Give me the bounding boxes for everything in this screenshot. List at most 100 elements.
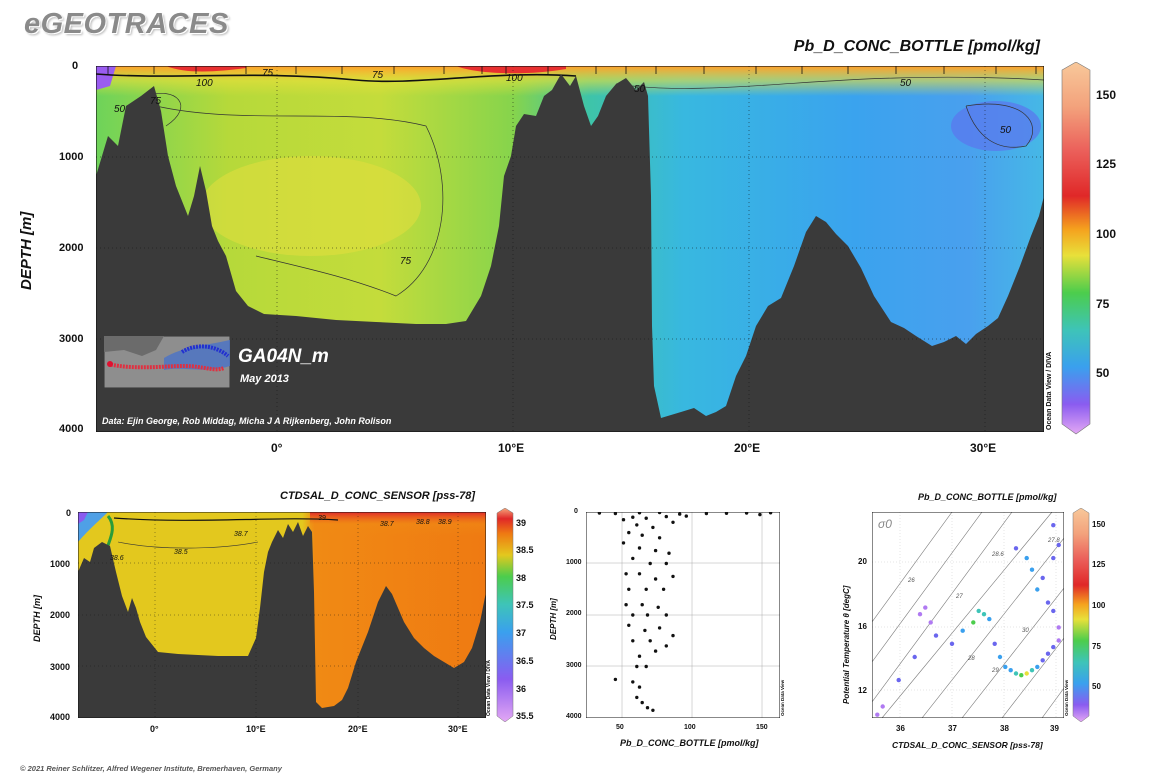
ts-grid (872, 512, 1064, 718)
ts-point (923, 605, 928, 610)
ts-density-label-6: 30 (1022, 628, 1029, 634)
ts-point (971, 620, 976, 625)
main-surface-max-central (456, 66, 566, 74)
main-xtick-20e: 20°E (734, 441, 761, 455)
ts-xtick-37: 37 (948, 724, 957, 733)
sal-contour-38-7 (113, 517, 339, 521)
scatter-point (653, 649, 658, 653)
sal-low-west-min (78, 512, 88, 524)
scatter-point (621, 541, 626, 545)
ts-point (949, 641, 955, 646)
sal-xtick-20e: 20°E (348, 724, 368, 734)
scatter-ytick-3000: 3000 (566, 662, 582, 669)
scatter-point (637, 685, 642, 689)
scatter-point (667, 551, 671, 555)
main-cbar-125: 125 (1096, 157, 1117, 171)
sal-contour-label-5: 38.7 (380, 521, 395, 528)
scatter-point (631, 613, 635, 617)
main-contour-label-9: 75 (400, 256, 412, 267)
scatter-point (637, 572, 642, 576)
ts-point (917, 612, 923, 617)
ts-density-label-2: 27 (955, 594, 963, 600)
ts-colorbar (1072, 508, 1090, 722)
scatter-point (613, 677, 618, 682)
sal-y-axis-label: DEPTH [m] (32, 595, 42, 642)
main-data-credit: Data: Ejin George, Rob Middag, Micha J A… (102, 416, 392, 426)
ts-point (1035, 664, 1040, 670)
main-station-ticks (107, 66, 1037, 74)
main-ytick-4000: 4000 (59, 423, 84, 435)
scatter-point (704, 512, 709, 516)
ts-point (1051, 644, 1056, 650)
main-contour-label-2: 75 (150, 96, 162, 107)
scatter-point (678, 512, 682, 516)
ts-point (976, 608, 981, 614)
main-cbar-50: 50 (1096, 366, 1110, 380)
ts-point (928, 620, 933, 625)
sal-contour-label-6: 38.8 (416, 519, 430, 526)
scatter-point (653, 548, 658, 553)
main-ytick-2000: 2000 (59, 242, 84, 254)
scatter-point (631, 515, 635, 519)
scatter-point (624, 572, 628, 576)
scatter-point (640, 603, 644, 607)
main-colorbar (1061, 62, 1091, 435)
main-ytick-3000: 3000 (59, 333, 84, 345)
ts-x-axis-label: CTDSAL_D_CONC_SENSOR [pss-78] (892, 740, 1043, 750)
sal-contour-label-1: 38.5 (174, 549, 188, 556)
ts-point (1029, 668, 1035, 673)
main-odv-label: Ocean Data View / DIVA (1046, 351, 1053, 430)
ts-point (1056, 638, 1061, 643)
sal-cbar-37-5: 37.5 (516, 600, 534, 610)
scatter-point (645, 613, 650, 617)
scatter-point (644, 664, 648, 669)
scatter-point (644, 516, 648, 520)
main-cruise-date: May 2013 (240, 373, 289, 385)
scatter-point (648, 639, 652, 643)
ts-point (933, 633, 939, 638)
ts-ytick-12: 12 (858, 686, 867, 695)
scatter-grid (586, 512, 780, 718)
main-cbar-100: 100 (1096, 227, 1117, 241)
scatter-plot (586, 512, 780, 718)
scatter-point (627, 530, 631, 535)
sal-cbar-36-5: 36.5 (516, 656, 534, 666)
main-cbar-150: 150 (1096, 88, 1117, 102)
ts-cbar-50: 50 (1092, 682, 1101, 691)
main-xtick-0: 0° (271, 441, 283, 455)
ts-point (981, 612, 987, 617)
main-cbar-75: 75 (1096, 297, 1110, 311)
scatter-point (653, 577, 658, 581)
scatter-point (624, 603, 628, 607)
main-y-axis-label: DEPTH [m] (18, 211, 35, 290)
ts-point (896, 677, 901, 683)
sal-xtick-0: 0° (150, 724, 159, 734)
sal-contour-label-7: 38.9 (438, 519, 452, 526)
scatter-point (657, 626, 662, 630)
scatter-point (640, 533, 644, 537)
scatter-y-axis-label: DEPTH [m] (549, 598, 558, 640)
main-ytick-0: 0 (72, 60, 79, 72)
ts-sigma-label: σ0 (878, 517, 892, 531)
main-contour-label-3: 100 (196, 78, 213, 89)
sal-contour-label-3: 38.6 (110, 555, 124, 562)
sal-contour-label-4: 39 (318, 515, 326, 522)
scatter-point (656, 605, 660, 609)
scatter-point (671, 520, 675, 524)
ts-xtick-39: 39 (1050, 724, 1059, 733)
main-section-plot: 50 75 100 100 75 50 50 50 75 75 (96, 66, 1044, 432)
main-grid (96, 66, 1044, 432)
scatter-point (671, 633, 675, 638)
ts-ytick-20: 20 (858, 557, 867, 566)
ts-point (1029, 567, 1035, 572)
sal-cbar-38: 38 (516, 573, 527, 583)
footer-copyright: © 2021 Reiner Schlitzer, Alfred Wegener … (20, 764, 282, 773)
ts-density-isolines (872, 512, 1064, 718)
scatter-point (664, 514, 668, 519)
scatter-point (637, 546, 642, 550)
main-xtick-10e: 10°E (498, 441, 525, 455)
ts-point (1040, 658, 1045, 663)
main-section-title: Pb_D_CONC_BOTTLE [pmol/kg] (793, 38, 1040, 55)
main-contour-50-east (615, 76, 1044, 89)
main-surface-max-west (166, 66, 246, 72)
